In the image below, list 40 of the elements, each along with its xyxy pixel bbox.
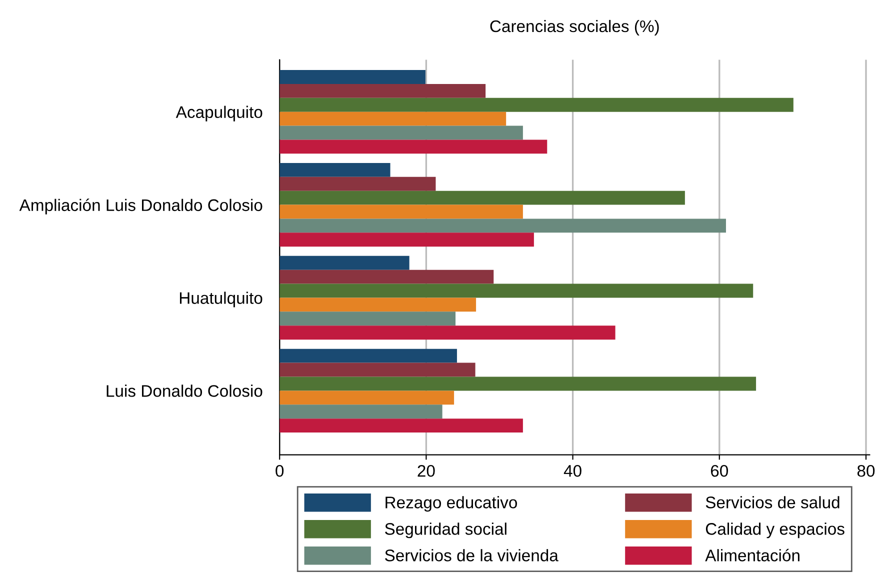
- bar: [280, 418, 523, 433]
- legend-label: Servicios de salud: [706, 496, 840, 508]
- bar: [280, 390, 454, 405]
- bar: [280, 376, 756, 391]
- x-tick-label: 20: [418, 464, 435, 477]
- bar: [280, 348, 457, 363]
- bar: [280, 176, 436, 191]
- x-tick-label: 0: [276, 464, 284, 477]
- y-tick-label: Ampliación Luis Donaldo Colosio: [19, 198, 262, 214]
- bar: [280, 404, 442, 419]
- bar: [280, 70, 426, 84]
- bar: [280, 218, 726, 233]
- chart-title: Carencias sociales (%): [490, 20, 659, 36]
- bar: [280, 190, 685, 205]
- bar: [280, 232, 534, 247]
- bar: [280, 204, 523, 219]
- y-tick-label: Acapulquito: [176, 106, 262, 122]
- y-tick-label: Luis Donaldo Colosio: [106, 384, 262, 397]
- bar: [280, 162, 390, 177]
- legend-label: Rezago educativo: [386, 496, 517, 512]
- x-tick-label: 80: [857, 464, 875, 477]
- bar: [280, 362, 476, 377]
- bar: [280, 326, 616, 340]
- bar: [280, 140, 548, 154]
- legend-label: Seguridad social: [385, 522, 506, 538]
- bar: [280, 112, 506, 126]
- bar: [280, 256, 410, 270]
- legend-label: Servicios de la vivienda: [385, 549, 558, 562]
- legend-label: Calidad y espacios: [706, 522, 844, 538]
- x-tick-label: 60: [710, 464, 728, 477]
- bar: [280, 270, 494, 284]
- bar: [280, 84, 486, 98]
- x-tick-label: 40: [564, 464, 582, 477]
- bar: [280, 98, 794, 112]
- bar: [280, 312, 456, 326]
- bar: [280, 284, 754, 298]
- bar: [280, 298, 476, 312]
- legend-label: Alimentación: [705, 548, 800, 562]
- y-tick-label: Huatulquito: [180, 292, 262, 308]
- bar: [280, 126, 523, 140]
